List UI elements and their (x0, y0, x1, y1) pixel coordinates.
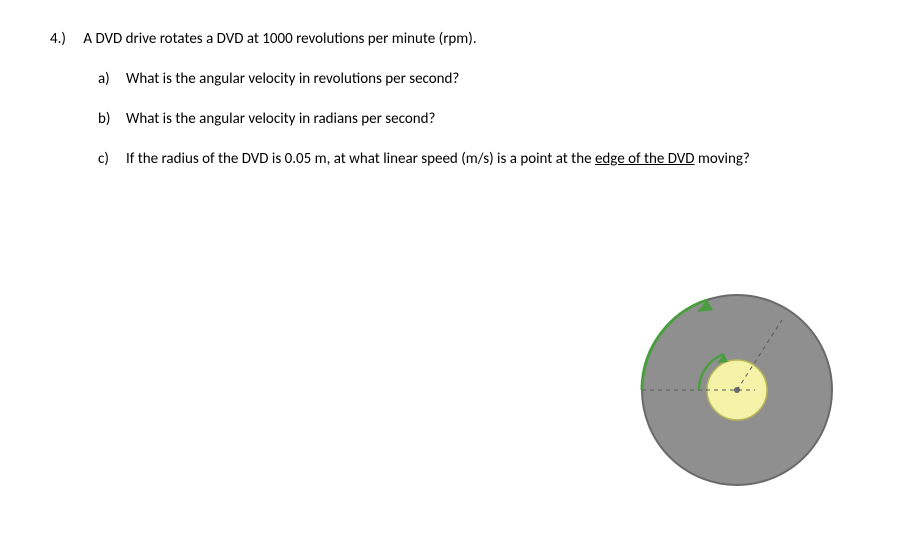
sub-questions: a) What is the angular velocity in revol… (98, 70, 867, 168)
dvd-diagram (627, 280, 847, 500)
sub-question-b: b) What is the angular velocity in radia… (98, 110, 867, 128)
sub-text-c-underlined: edge of the DVD (595, 150, 695, 168)
sub-text-c-before: If the radius of the DVD is 0.05 m, at w… (126, 150, 595, 168)
sub-question-c: c) If the radius of the DVD is 0.05 m, a… (98, 150, 867, 168)
sub-text-a: What is the angular velocity in revoluti… (126, 70, 459, 88)
sub-label-b: b) (98, 110, 126, 128)
sub-text-c: If the radius of the DVD is 0.05 m, at w… (126, 150, 750, 168)
dvd-svg (627, 280, 847, 500)
sub-text-b: What is the angular velocity in radians … (126, 110, 435, 128)
question-text: A DVD drive rotates a DVD at 1000 revolu… (83, 30, 476, 48)
sub-label-a: a) (98, 70, 126, 88)
sub-question-a: a) What is the angular velocity in revol… (98, 70, 867, 88)
question-number: 4.) (50, 30, 80, 48)
sub-label-c: c) (98, 150, 126, 168)
question-main: 4.) A DVD drive rotates a DVD at 1000 re… (50, 30, 867, 48)
sub-text-c-after: moving? (695, 150, 750, 168)
